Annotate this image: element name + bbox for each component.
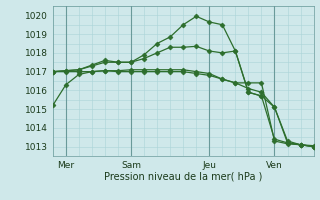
X-axis label: Pression niveau de la mer( hPa ): Pression niveau de la mer( hPa ) bbox=[104, 171, 262, 181]
